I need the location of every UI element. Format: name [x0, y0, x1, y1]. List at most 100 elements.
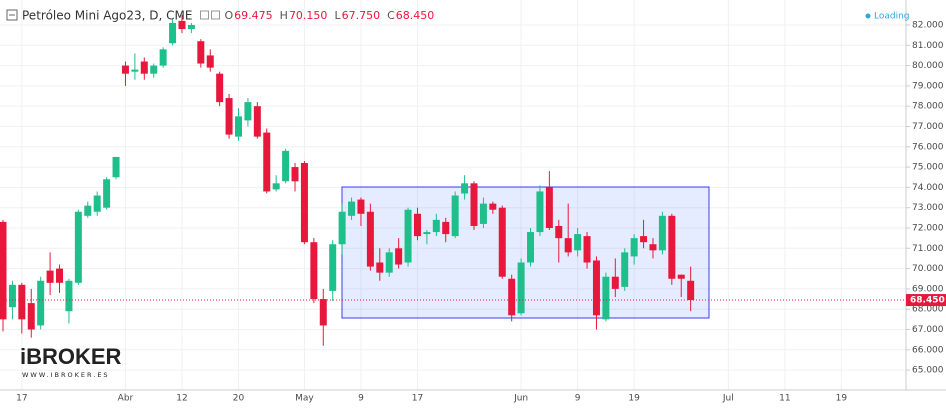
watermark-brand: iBROKER — [20, 344, 122, 369]
status-dot — [865, 13, 871, 19]
settings-icon — [199, 10, 209, 20]
y-tick-label: 73.000 — [912, 203, 944, 213]
candle-body — [291, 167, 299, 182]
candle-body — [272, 183, 280, 190]
close-icon — [210, 10, 220, 20]
candle-body — [348, 201, 356, 216]
x-tick-label: Jul — [722, 394, 734, 404]
candle-body — [668, 215, 676, 279]
candle-body — [536, 191, 544, 233]
candle-body — [357, 199, 365, 214]
ohlc-value: 70.150 — [289, 9, 328, 22]
candle-body — [545, 187, 553, 228]
candle-body — [640, 236, 648, 243]
y-tick-label: 78.000 — [912, 102, 944, 112]
candles — [0, 14, 695, 346]
y-tick-label: 67.000 — [912, 325, 944, 335]
y-tick-label: 70.000 — [912, 264, 944, 274]
candle-body — [592, 260, 600, 316]
ohlc-key: H — [280, 9, 288, 22]
candle-body — [555, 225, 563, 239]
last-price-label: 68.450 — [910, 296, 945, 306]
x-tick-label: 17 — [16, 394, 27, 404]
candle-body — [93, 195, 101, 212]
y-tick-label: 65.000 — [912, 366, 944, 376]
last-price-tag — [906, 294, 946, 307]
candle-body — [649, 244, 657, 251]
candle-body — [658, 215, 666, 251]
candle-body — [413, 213, 421, 237]
ohlc-key: C — [387, 9, 395, 22]
candle-body — [65, 280, 73, 312]
candle-body — [611, 276, 619, 289]
candle-body — [319, 299, 327, 326]
candle-body — [376, 262, 384, 273]
candle-body — [187, 24, 195, 30]
y-tick-label: 77.000 — [912, 122, 944, 132]
x-tick-label: 11 — [779, 394, 790, 404]
range-box — [341, 186, 710, 319]
candle-body — [395, 248, 403, 265]
candle-body — [498, 207, 506, 277]
candle-body — [159, 49, 167, 66]
x-tick-label: 9 — [575, 394, 581, 404]
candle-body — [84, 205, 92, 216]
candle-body — [74, 211, 82, 283]
ohlc-key: O — [224, 9, 233, 22]
candle-body — [37, 280, 45, 326]
y-tick-label: 82.000 — [912, 20, 944, 30]
candle-body — [489, 203, 497, 210]
ohlc-key: L — [334, 9, 341, 22]
x-tick-label: 20 — [233, 394, 245, 404]
candle-body — [112, 156, 120, 178]
candle-body — [310, 242, 318, 300]
y-tick-label: 81.000 — [912, 41, 944, 51]
candle-body — [263, 132, 271, 192]
x-tick-label: Abr — [118, 394, 134, 404]
candle-body — [583, 236, 591, 263]
candle-body — [206, 55, 214, 68]
candle-body — [178, 20, 186, 30]
symbol-title: Petróleo Mini Ago23, D, CME — [22, 9, 192, 23]
candle-body — [442, 221, 450, 235]
candle-body — [300, 163, 308, 243]
candle-body — [282, 150, 290, 182]
y-tick-label: 76.000 — [912, 142, 944, 152]
ohlc-value: 69.475 — [234, 9, 273, 22]
x-tick-label: 9 — [358, 394, 364, 404]
candle-body — [225, 98, 233, 135]
candle-body — [0, 221, 7, 320]
candle-body — [630, 238, 638, 257]
x-tick-label: 19 — [836, 394, 848, 404]
candle-body — [131, 69, 139, 72]
candle-body — [385, 252, 393, 273]
collapse-icon[interactable] — [6, 9, 18, 21]
x-tick-label: 19 — [628, 394, 640, 404]
ohlc-value: 68.450 — [396, 9, 435, 22]
candle-body — [197, 41, 205, 64]
candle-body — [423, 232, 431, 235]
candle-body — [169, 22, 177, 44]
candle-body — [46, 270, 54, 283]
candle-body — [479, 203, 487, 224]
y-tick-label: 80.000 — [912, 61, 944, 71]
candle-body — [121, 65, 129, 74]
candle-body — [432, 219, 440, 233]
candle-body — [235, 116, 242, 137]
candle-body — [56, 268, 64, 283]
candle-body — [150, 65, 158, 74]
status: Loading — [874, 12, 910, 22]
candle-body — [18, 284, 26, 320]
y-tick-label: 72.000 — [912, 223, 944, 233]
candle-body — [329, 244, 337, 291]
candle-body — [338, 211, 346, 245]
candle-body — [216, 73, 224, 103]
y-tick-label: 71.000 — [912, 244, 944, 254]
candle-body — [527, 232, 535, 263]
candle-body — [140, 61, 148, 74]
candle-body — [461, 183, 469, 194]
candle-body — [574, 234, 582, 251]
candle-body — [564, 238, 572, 253]
